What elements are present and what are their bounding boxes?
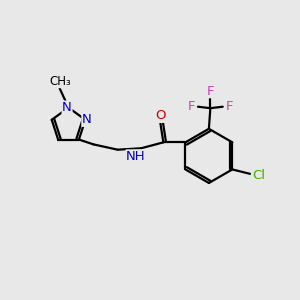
Text: F: F bbox=[188, 100, 195, 113]
Text: CH₃: CH₃ bbox=[50, 75, 71, 88]
Text: N: N bbox=[82, 113, 92, 126]
Text: NH: NH bbox=[126, 150, 146, 163]
Text: N: N bbox=[62, 101, 72, 114]
Text: O: O bbox=[155, 109, 166, 122]
Text: F: F bbox=[226, 100, 233, 113]
Text: F: F bbox=[207, 85, 214, 98]
Text: Cl: Cl bbox=[252, 169, 265, 182]
